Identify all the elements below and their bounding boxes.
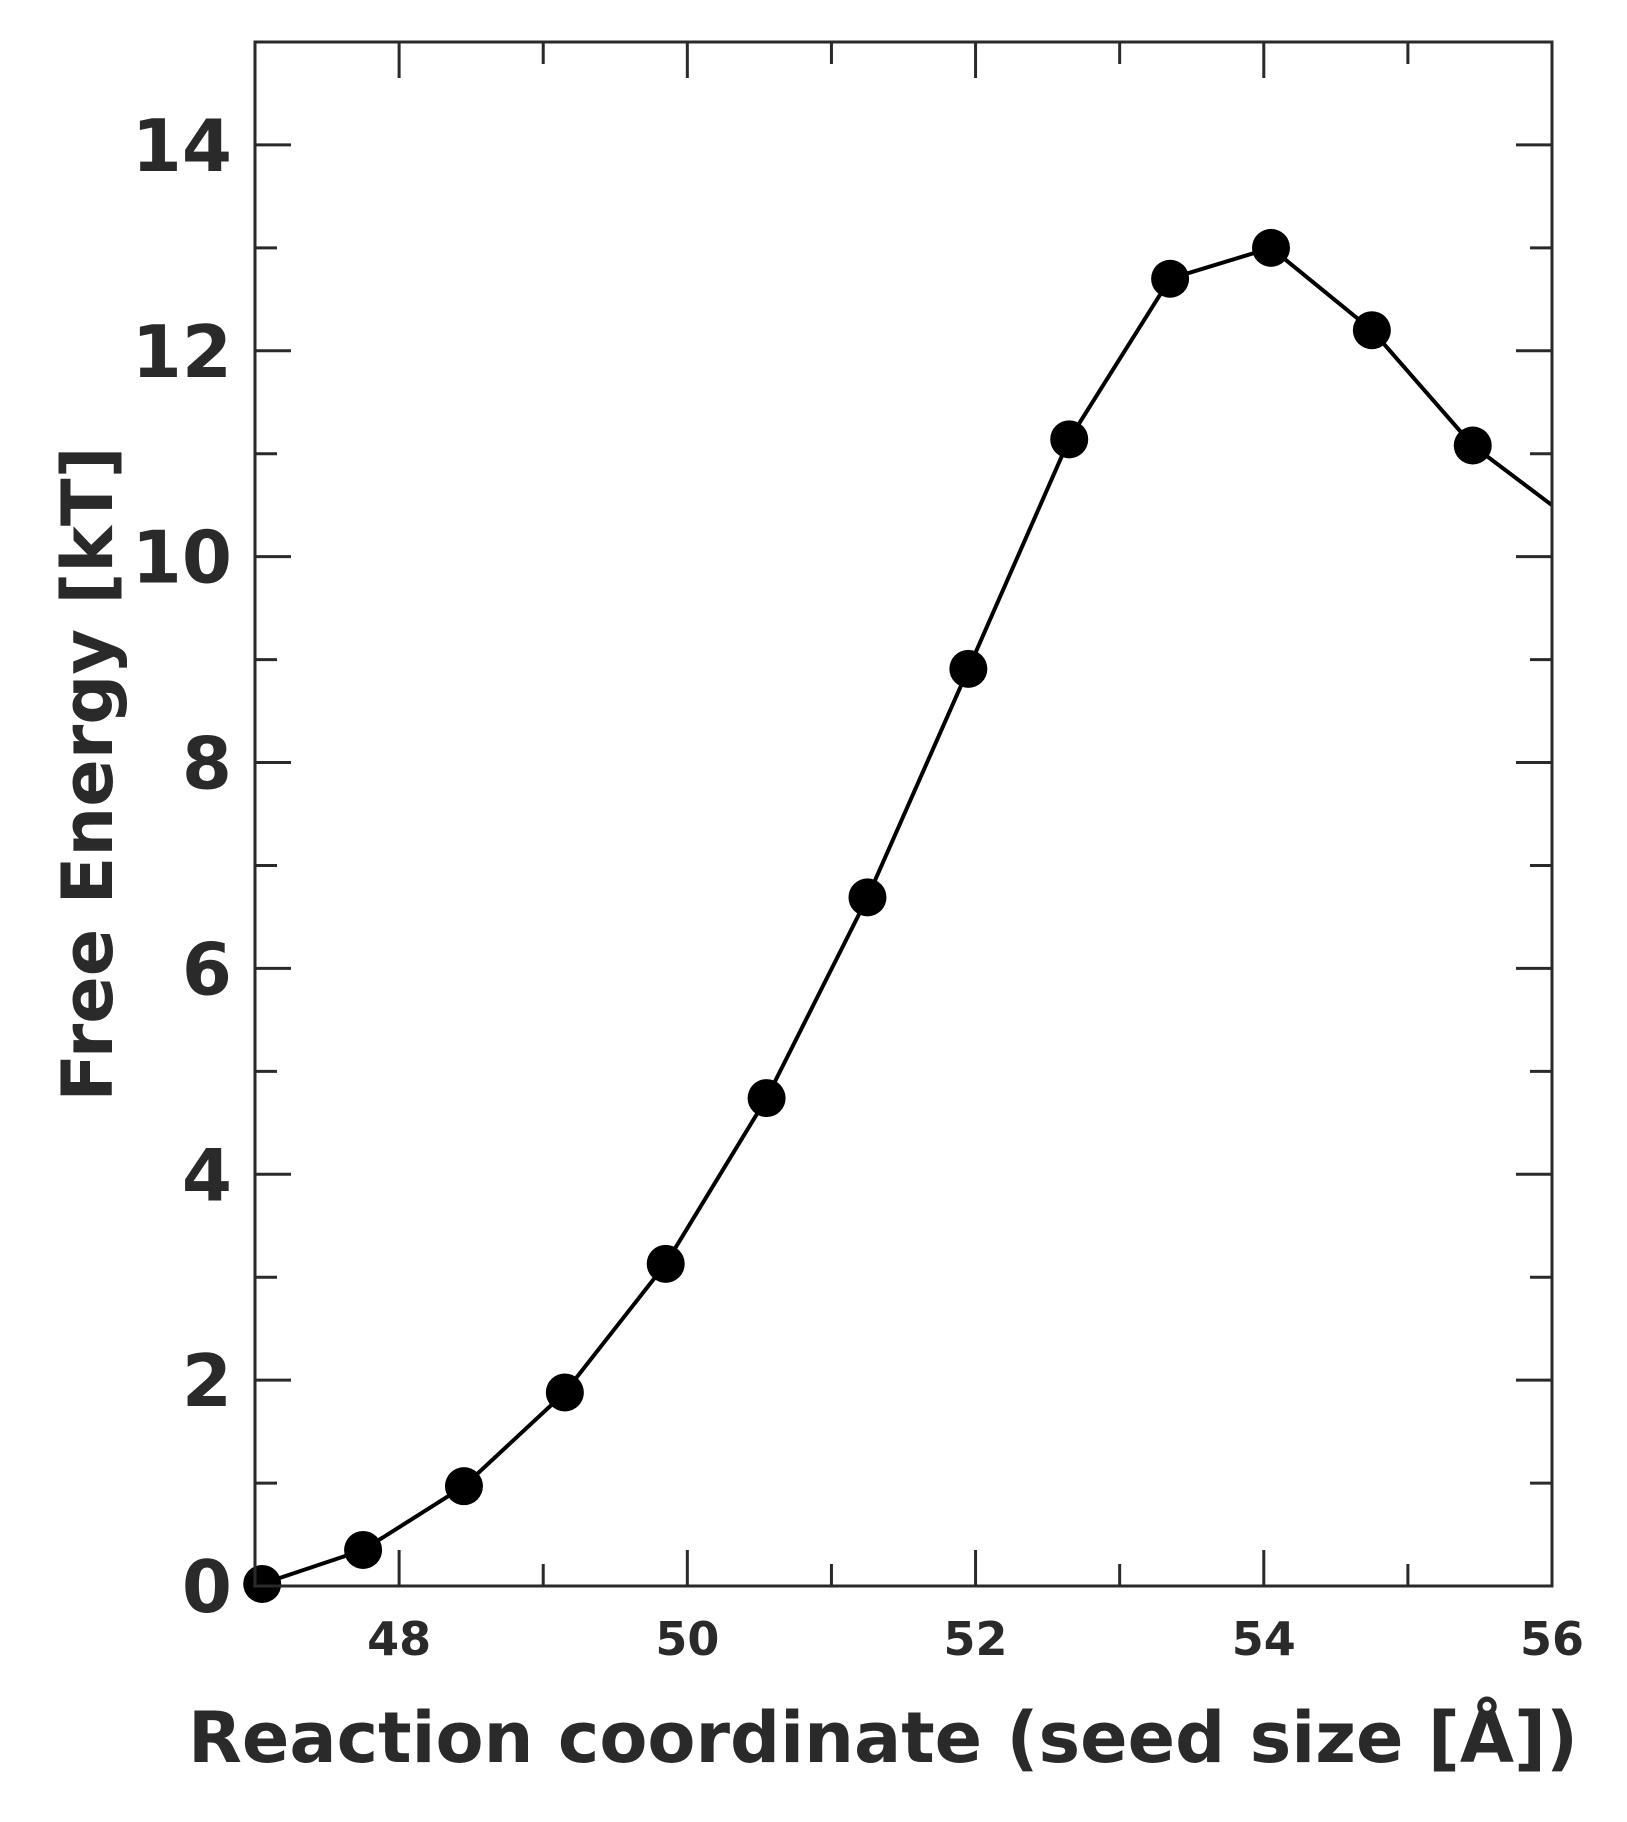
ticks-layer xyxy=(253,40,1554,1588)
x-tick-label: 52 xyxy=(944,1612,1008,1666)
data-point xyxy=(646,1244,685,1283)
y-tick-label: 6 xyxy=(182,927,232,1011)
y-tick-label: 10 xyxy=(132,516,232,600)
y-tick-label: 2 xyxy=(182,1339,232,1423)
x-tick-label: 50 xyxy=(655,1612,719,1666)
data-point xyxy=(243,1564,282,1603)
y-axis-title: Free Energy [kT] xyxy=(47,446,129,1101)
data-point xyxy=(949,649,988,688)
x-tick-label: 54 xyxy=(1232,1612,1296,1666)
x-tick-label: 56 xyxy=(1520,1612,1584,1666)
x-axis-title: Reaction coordinate (seed size [Å]) xyxy=(188,1697,1578,1779)
data-point xyxy=(1050,420,1089,459)
series-layer xyxy=(243,228,1552,1603)
data-point xyxy=(747,1079,786,1118)
y-tick-label: 14 xyxy=(132,104,232,188)
data-point xyxy=(848,878,887,917)
data-point xyxy=(1352,311,1391,350)
y-tick-label: 12 xyxy=(132,310,232,394)
data-point xyxy=(545,1373,584,1412)
y-tick-label: 4 xyxy=(182,1133,232,1217)
labels-layer: 48 50 52 54 56 0 2 4 6 8 10 12 14 xyxy=(132,104,1584,1666)
data-point xyxy=(1251,228,1290,267)
data-point xyxy=(444,1467,483,1506)
data-point xyxy=(1151,259,1190,298)
y-tick-label: 0 xyxy=(182,1545,232,1629)
x-tick-label: 48 xyxy=(367,1612,431,1666)
y-tick-label: 8 xyxy=(182,722,232,806)
series-line xyxy=(261,245,1552,1586)
data-point xyxy=(1453,426,1492,465)
plot-frame xyxy=(253,40,1554,1588)
data-point xyxy=(344,1530,383,1569)
